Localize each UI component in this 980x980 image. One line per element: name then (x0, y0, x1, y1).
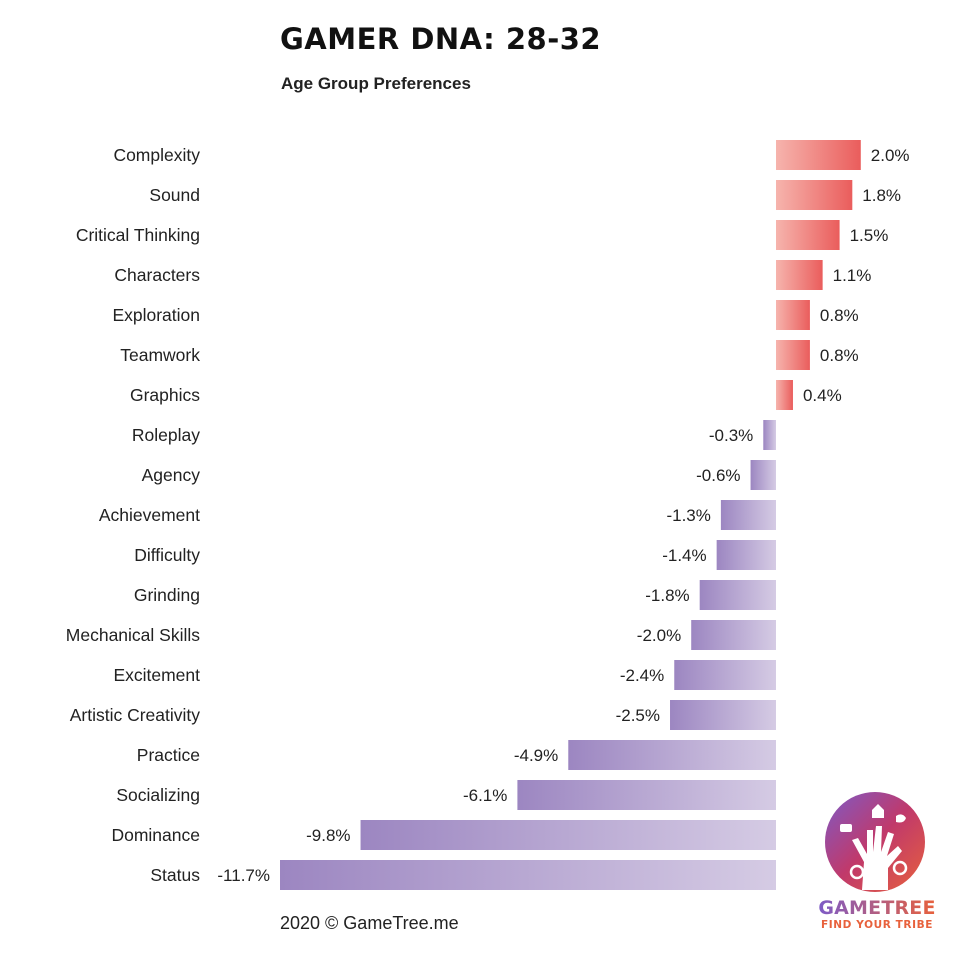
gametree-logo-text: GAMETREE (812, 897, 942, 919)
category-label: Agency (142, 465, 201, 485)
data-label: -6.1% (463, 786, 507, 805)
category-label: Graphics (130, 385, 200, 405)
chart-subtitle: Age Group Preferences (281, 74, 471, 93)
bar (763, 420, 776, 450)
bar (691, 620, 776, 650)
bar (776, 380, 793, 410)
data-label: -1.4% (662, 546, 706, 565)
data-label: 2.0% (871, 146, 910, 165)
bar (699, 580, 776, 610)
data-label: 0.8% (820, 346, 859, 365)
category-label: Mechanical Skills (66, 625, 200, 645)
category-label: Characters (114, 265, 200, 285)
data-label: 0.4% (803, 386, 842, 405)
category-label: Sound (149, 185, 200, 205)
category-label: Complexity (113, 145, 200, 165)
category-label: Difficulty (134, 545, 200, 565)
data-label: -9.8% (306, 826, 350, 845)
bar (517, 780, 776, 810)
data-label: 1.5% (850, 226, 889, 245)
data-label: -4.9% (514, 746, 558, 765)
logo-tagline: FIND YOUR TRIBE (821, 919, 933, 931)
gametree-logo-icon (825, 792, 925, 892)
bar (776, 260, 823, 290)
category-label: Achievement (99, 505, 200, 525)
category-label: Excitement (113, 665, 200, 685)
data-label: -11.7% (217, 866, 270, 885)
category-label: Dominance (111, 825, 200, 845)
data-label: 1.1% (833, 266, 872, 285)
logo-brand-text: GAMETREE (818, 897, 936, 919)
category-label: Status (150, 865, 200, 885)
bar (674, 660, 776, 690)
category-label: Roleplay (132, 425, 200, 445)
data-label: -2.0% (637, 626, 681, 645)
bar (280, 860, 776, 890)
bar (776, 340, 810, 370)
data-label: -0.6% (696, 466, 740, 485)
bar (776, 220, 840, 250)
bar (720, 500, 776, 530)
bar (670, 700, 776, 730)
bar (360, 820, 776, 850)
bar (776, 180, 853, 210)
bar (776, 140, 861, 170)
category-label: Teamwork (120, 345, 200, 365)
category-label: Critical Thinking (76, 225, 200, 245)
category-label: Exploration (112, 305, 200, 325)
data-label: -1.3% (666, 506, 710, 525)
category-label: Artistic Creativity (70, 705, 201, 725)
data-label: -2.5% (616, 706, 660, 725)
copyright-footer: 2020 © GameTree.me (280, 913, 459, 933)
category-label: Socializing (116, 785, 200, 805)
data-label: -0.3% (709, 426, 753, 445)
chart-title: GAMER DNA: 28-32 (280, 22, 602, 56)
data-label: 0.8% (820, 306, 859, 325)
data-label: -1.8% (645, 586, 689, 605)
bar (716, 540, 776, 570)
category-label: Practice (137, 745, 200, 765)
data-label: 1.8% (862, 186, 901, 205)
bar (750, 460, 776, 490)
bar (568, 740, 776, 770)
category-label: Grinding (134, 585, 200, 605)
bar (776, 300, 810, 330)
data-label: -2.4% (620, 666, 664, 685)
